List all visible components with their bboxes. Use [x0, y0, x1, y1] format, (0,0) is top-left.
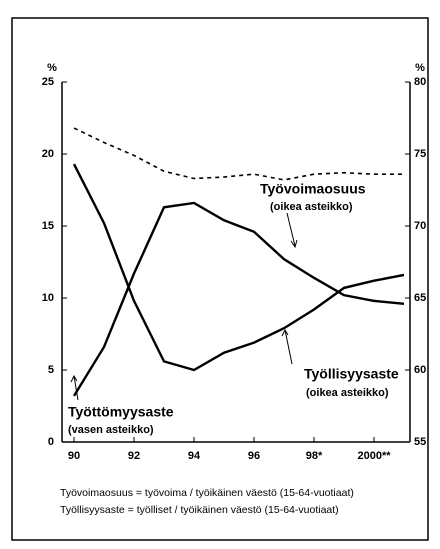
x-tick-label: 98* — [306, 450, 323, 462]
y2-tick-label: 70 — [414, 220, 426, 232]
arrows — [70, 212, 298, 401]
annotation: Työttömyysaste — [68, 404, 174, 420]
y2-axis-label: % — [415, 62, 425, 74]
y2-tick-label: 60 — [414, 364, 426, 376]
arrow — [286, 212, 298, 249]
y-tick-label: 20 — [42, 148, 54, 160]
y2-tick-label: 75 — [414, 148, 426, 160]
footnote: Työllisyysaste = työlliset / työikäinen … — [60, 504, 339, 516]
annotation: Työllisyysaste — [304, 366, 399, 382]
arrow — [281, 328, 293, 365]
y-axis-label: % — [47, 62, 57, 74]
x-tick-label: 90 — [68, 450, 80, 462]
x-tick-label: 94 — [188, 450, 201, 462]
y-tick-label: 0 — [48, 436, 54, 448]
annotation-note: (vasen asteikko) — [68, 424, 154, 436]
y-tick-label: 15 — [42, 220, 54, 232]
series-line — [72, 201, 405, 397]
frame — [11, 17, 429, 541]
y2-tick-label: 80 — [414, 76, 426, 88]
y-tick-label: 5 — [48, 364, 54, 376]
y-tick-label: 25 — [42, 76, 54, 88]
annotation-note: (oikea asteikko) — [270, 201, 353, 213]
y2-tick-label: 55 — [414, 436, 426, 448]
annotation-note: (oikea asteikko) — [306, 387, 389, 399]
annotation: Työvoimaosuus — [260, 181, 366, 197]
y-tick-label: 10 — [42, 292, 54, 304]
x-tick-label: 92 — [128, 450, 140, 462]
series-line — [73, 127, 404, 181]
footnote: Työvoimaosuus = työvoima / työikäinen vä… — [60, 487, 354, 499]
arrow — [70, 374, 79, 401]
x-tick-label: 96 — [248, 450, 260, 462]
x-tick-label: 2000** — [357, 450, 391, 462]
y2-tick-label: 65 — [414, 292, 426, 304]
